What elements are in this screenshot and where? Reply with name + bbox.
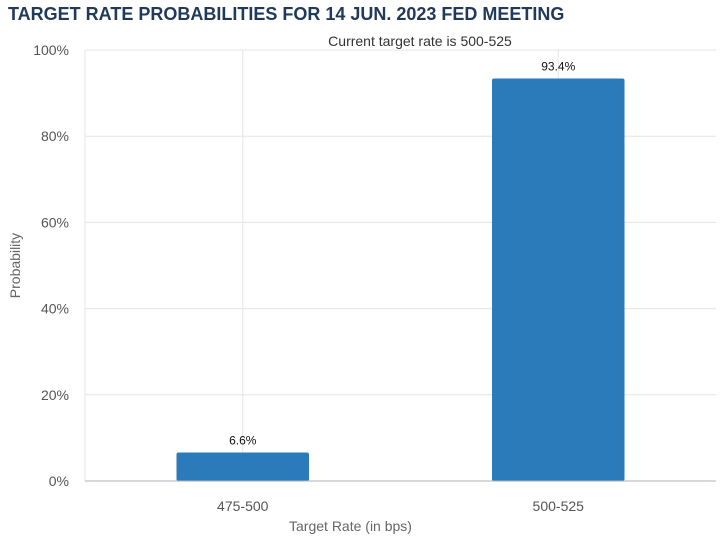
y-tick-label: 20% <box>41 387 69 403</box>
bar-475-500 <box>176 452 310 481</box>
y-tick-label: 60% <box>41 214 69 230</box>
y-tick-label: 80% <box>41 128 69 144</box>
bar-value-labels: 6.6% 93.4% <box>229 59 576 447</box>
y-tick-label: 0% <box>49 473 69 489</box>
bar-500-525 <box>491 78 625 482</box>
x-axis-ticks: 475-500 500-525 <box>217 498 584 514</box>
y-axis-ticks: 0% 20% 40% 60% 80% 100% <box>33 42 69 489</box>
bars <box>176 78 625 482</box>
bar-value-label: 93.4% <box>541 59 575 73</box>
y-tick-label: 100% <box>33 42 69 58</box>
y-axis-title: Probability <box>7 233 23 298</box>
x-tick-label: 475-500 <box>217 498 269 514</box>
chart-title: TARGET RATE PROBABILITIES FOR 14 JUN. 20… <box>8 4 565 24</box>
chart-subtitle: Current target rate is 500-525 <box>328 33 512 49</box>
x-tick-label: 500-525 <box>533 498 585 514</box>
y-tick-label: 40% <box>41 301 69 317</box>
x-axis-title: Target Rate (in bps) <box>289 518 412 534</box>
bar-value-label: 6.6% <box>229 434 257 448</box>
